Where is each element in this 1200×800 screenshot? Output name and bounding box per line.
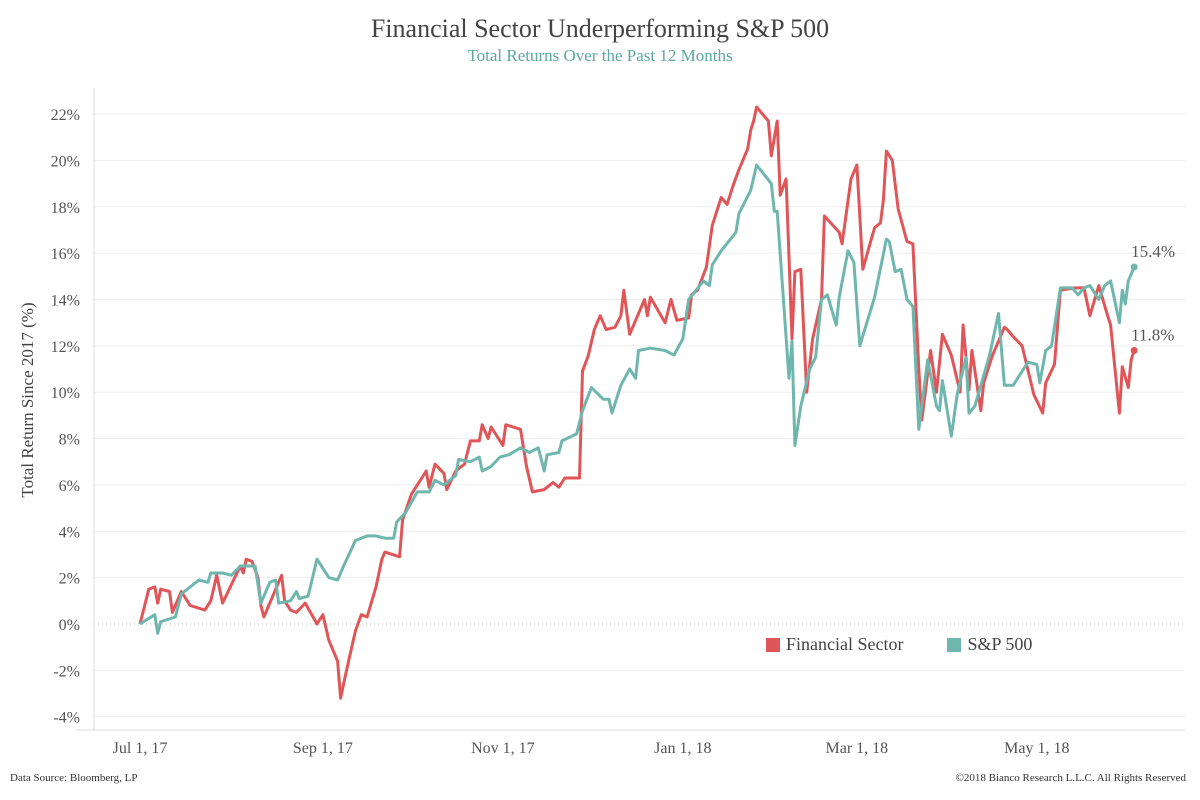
legend-label-sp500: S&P 500: [967, 634, 1033, 654]
legend-swatch-financial: [766, 637, 780, 652]
end-point: [1130, 346, 1138, 354]
y-axis-label: Total Return Since 2017 (%): [18, 302, 37, 497]
legend-item-sp500[interactable]: S&P 500: [947, 634, 1032, 655]
end-value-label: 11.8%: [1131, 325, 1174, 344]
x-axis-ticks: Jul 1, 17 Sep 1, 17 Nov 1, 17 Jan 1, 18 Mar …: [113, 740, 1070, 757]
y-tick-label: 12%: [51, 339, 80, 356]
copyright: ©2018 Bianco Research L.L.C. All Rights …: [955, 772, 1186, 784]
y-tick-label: 0%: [59, 617, 80, 634]
legend-item-financial[interactable]: Financial Sector: [766, 634, 903, 655]
y-tick-label: 14%: [51, 292, 80, 309]
end-value-label: 15.4%: [1131, 242, 1175, 261]
x-tick-label: Nov 1, 17: [471, 740, 535, 757]
data-source: Data Source: Bloomberg, LP: [10, 772, 138, 784]
y-tick-label: 6%: [59, 478, 80, 495]
series-line-financial: [138, 105, 1136, 700]
x-tick-label: Sep 1, 17: [293, 740, 353, 757]
y-tick-label: -4%: [53, 710, 80, 727]
series-lines: 11.8% 15.4%: [138, 105, 1175, 700]
y-tick-label: 16%: [51, 246, 80, 263]
y-tick-label: 10%: [51, 385, 80, 402]
x-tick-label: Mar 1, 18: [826, 740, 889, 757]
y-tick-label: 4%: [59, 524, 80, 541]
x-tick-label: Jul 1, 17: [113, 740, 168, 757]
legend-label-financial: Financial Sector: [786, 634, 904, 654]
series-line-sp500: [139, 163, 1136, 635]
chart-subtitle: Total Returns Over the Past 12 Months: [467, 46, 733, 65]
legend-swatch-sp500: [947, 637, 962, 652]
y-tick-label: 2%: [59, 571, 80, 588]
x-tick-label: Jan 1, 18: [654, 740, 711, 757]
y-tick-label: 22%: [51, 107, 80, 124]
end-point: [1130, 263, 1138, 271]
chart-title: Financial Sector Underperforming S&P 500: [370, 14, 830, 43]
legend: Financial Sector S&P 500: [766, 634, 1032, 655]
y-tick-label: 8%: [59, 432, 80, 449]
y-tick-label: 20%: [51, 153, 80, 170]
y-axis-ticks: -4% -2% 0% 2% 4% 6% 8% 10% 12% 14% 16% 18% 20% 22%: [51, 107, 80, 727]
y-tick-label: -2%: [53, 663, 80, 680]
y-tick-label: 18%: [51, 200, 80, 217]
gridlines: [94, 113, 1185, 718]
x-tick-label: May 1, 18: [1004, 740, 1069, 757]
